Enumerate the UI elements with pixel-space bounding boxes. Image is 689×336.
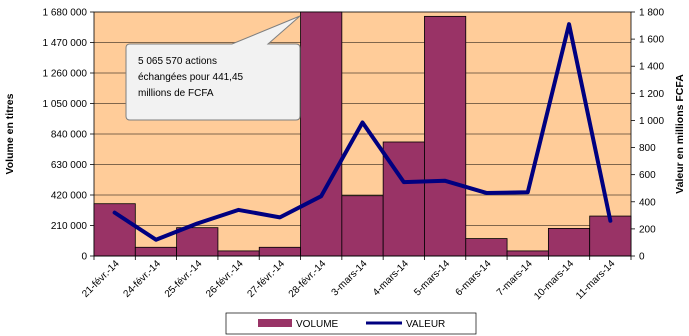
x-tick-label: 10-mars-14 [532, 258, 576, 302]
y-left-tick-label: 210 000 [51, 221, 88, 232]
y-right-tick-label: 200 [639, 224, 656, 235]
valeur-line-layer [112, 22, 613, 242]
y-left-tick-label: 0 [81, 252, 87, 263]
legend-volume-label: VOLUME [296, 319, 339, 330]
y-right-tick-label: 1 000 [639, 116, 664, 127]
y-right-tick-label: 800 [639, 143, 656, 154]
volume-bar [258, 246, 301, 257]
y-left-tick-label: 1 050 000 [43, 99, 88, 110]
legend-box [225, 312, 477, 335]
y-right-axis-title: Valeur en millions FCFA [674, 74, 686, 194]
volume-bar [506, 250, 549, 257]
left-axis: 0 210 000 420 000 630 000 840 000 1 050 000 1 … [43, 8, 94, 263]
y-left-axis-title: Volume en titres [4, 93, 16, 174]
callout-annotation: 5 065 570 actions échangées pour 441,45 … [125, 15, 301, 121]
y-left-tick-label: 1 470 000 [43, 38, 88, 49]
volume-bar [176, 227, 219, 257]
right-axis: 0 200 400 600 800 1 000 1 200 1 400 1 600 1 800 [631, 8, 664, 263]
volume-bar [341, 195, 384, 257]
volume-bar [547, 228, 591, 257]
x-tick-label: 28-févr.-14 [287, 258, 329, 300]
y-left-tick-label: 420 000 [51, 191, 88, 202]
x-tick-label: 11-mars-14 [574, 258, 618, 302]
x-tick-label: 6-mars-14 [454, 258, 494, 298]
volume-bar [465, 238, 508, 257]
y-right-tick-label: 1 400 [639, 62, 664, 73]
legend: VOLUME VALEUR [225, 312, 477, 335]
callout-box [125, 15, 301, 121]
y-right-tick-label: 0 [639, 252, 645, 263]
y-right-tick-label: 1 200 [639, 89, 664, 100]
y-right-tick-label: 400 [639, 197, 656, 208]
y-left-tick-label: 1 260 000 [43, 69, 88, 80]
x-tick-label: 25-févr.-14 [163, 258, 205, 300]
y-right-tick-label: 1 800 [639, 8, 664, 19]
x-tick-label: 21-févr.-14 [80, 258, 122, 300]
x-axis: 21-févr.-14 24-févr.-14 25-févr.-14 26-févr… [80, 255, 632, 302]
x-tick-label: 3-mars-14 [330, 258, 370, 298]
volume-bar [300, 11, 343, 257]
x-tick-label: 5-mars-14 [412, 258, 452, 298]
valeur-line [112, 22, 613, 242]
y-right-tick-label: 1 600 [639, 35, 664, 46]
legend-valeur-label: VALEUR [406, 319, 445, 330]
x-tick-label: 27-févr.-14 [245, 258, 287, 300]
volume-bar [217, 250, 260, 257]
y-left-tick-label: 840 000 [51, 130, 88, 141]
callout-line-2: échangées pour 441,45 [138, 72, 244, 83]
callout-line-3: millions de FCFA [138, 88, 214, 99]
x-tick-label: 26-févr.-14 [204, 258, 246, 300]
legend-volume-swatch [258, 319, 292, 327]
x-tick-label: 24-févr.-14 [121, 258, 163, 300]
x-tick-label: 7-mars-14 [495, 258, 535, 298]
volume-bar [424, 15, 467, 257]
callout-line-1: 5 065 570 actions [138, 56, 217, 67]
volume-bar [134, 246, 178, 257]
y-left-tick-label: 630 000 [51, 160, 88, 171]
y-left-tick-label: 1 680 000 [43, 8, 88, 19]
y-right-tick-label: 600 [639, 170, 656, 181]
x-tick-label: 4-mars-14 [371, 258, 411, 298]
